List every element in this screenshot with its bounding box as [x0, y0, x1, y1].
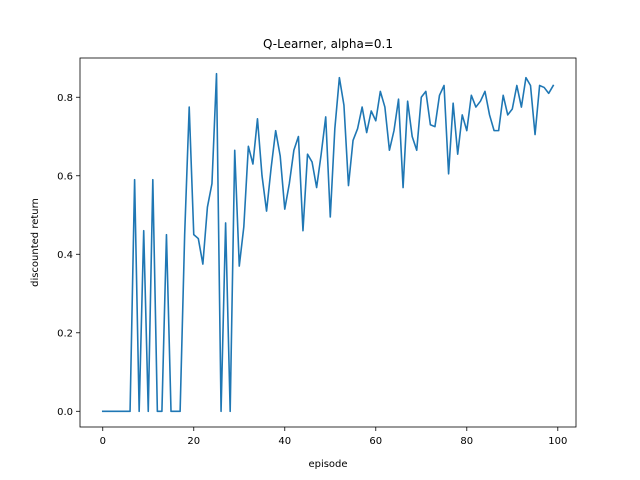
x-tick-label: 80	[460, 436, 473, 447]
series-layer	[101, 72, 555, 413]
x-tick-label: 100	[548, 436, 567, 447]
y-tick-label: 0.2	[57, 328, 73, 339]
y-axis-title: discounted return	[30, 198, 41, 287]
y-tick-label: 0.6	[57, 171, 73, 182]
y-tick-label: 0.0	[57, 407, 73, 418]
x-axis-title: episode	[308, 459, 347, 470]
y-tick-label: 0.4	[57, 250, 73, 261]
chart-title: Q-Learner, alpha=0.1	[263, 37, 393, 51]
series-line	[101, 72, 555, 413]
x-tick-label: 20	[187, 436, 200, 447]
x-tick-label: 0	[100, 436, 106, 447]
ticks-layer: 0 20 40 60 80 100 0.0 0.2 0.4 0.6 0.8	[57, 93, 567, 447]
plot-frame	[79, 57, 577, 428]
x-tick-label: 40	[278, 436, 291, 447]
x-tick-label: 60	[369, 436, 382, 447]
y-tick-label: 0.8	[57, 93, 73, 104]
